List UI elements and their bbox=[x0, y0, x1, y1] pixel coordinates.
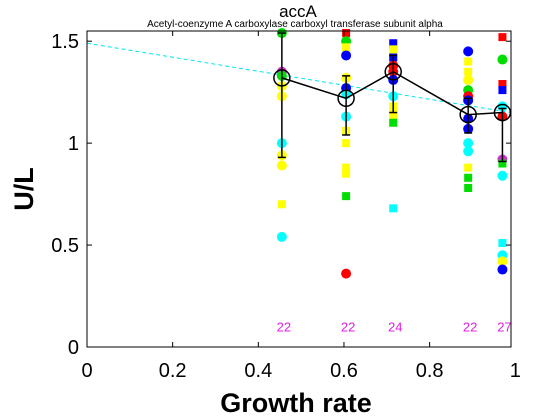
count-label-2: 24 bbox=[388, 320, 402, 335]
x-tick-label-5: 1 bbox=[510, 360, 521, 382]
count-label-0: 22 bbox=[277, 320, 291, 335]
data-point-13 bbox=[341, 50, 352, 61]
data-point-9 bbox=[276, 231, 287, 242]
x-tick-label-1: 0.2 bbox=[159, 360, 187, 382]
data-point-25 bbox=[389, 45, 398, 54]
mean-line bbox=[281, 70, 503, 116]
data-point-10 bbox=[342, 29, 351, 38]
y-tick-label-3: 1.5 bbox=[51, 31, 79, 53]
data-point-50 bbox=[498, 33, 507, 42]
y-tick-label-0: 0 bbox=[68, 337, 79, 359]
data-point-23 bbox=[341, 268, 352, 279]
data-point-8 bbox=[277, 200, 286, 209]
mean-marker-4 bbox=[493, 103, 512, 122]
data-point-39 bbox=[463, 74, 474, 85]
data-point-22 bbox=[342, 192, 351, 201]
data-point-61 bbox=[497, 256, 508, 267]
data-point-36 bbox=[463, 46, 474, 57]
data-point-52 bbox=[498, 80, 507, 89]
data-point-7 bbox=[276, 160, 287, 171]
data-point-49 bbox=[464, 183, 473, 192]
data-point-46 bbox=[463, 146, 474, 157]
data-point-20 bbox=[342, 163, 351, 172]
data-point-24 bbox=[389, 39, 398, 48]
data-point-51 bbox=[497, 54, 508, 65]
data-point-19 bbox=[342, 139, 351, 148]
mean-marker-0 bbox=[273, 69, 291, 87]
chart-subtitle: Acetyl-coenzyme A carboxylase carboxyl t… bbox=[147, 19, 443, 30]
data-point-34 bbox=[389, 118, 398, 127]
x-axis: 0 0.2 0.4 0.6 0.8 1 bbox=[81, 31, 521, 382]
data-point-35 bbox=[389, 204, 398, 213]
plot-area: 22 22 24 22 27 bbox=[86, 28, 512, 335]
mean-marker-1 bbox=[337, 89, 355, 108]
data-point-53 bbox=[498, 86, 507, 95]
count-label-4: 27 bbox=[497, 320, 511, 335]
data-point-62 bbox=[497, 264, 508, 275]
data-point-58 bbox=[497, 170, 508, 181]
mean-marker-2 bbox=[384, 63, 402, 81]
y-tick-label-2: 1 bbox=[68, 133, 79, 155]
data-point-38 bbox=[464, 67, 473, 76]
data-point-21 bbox=[342, 169, 351, 178]
y-tick-label-1: 0.5 bbox=[51, 235, 79, 257]
x-tick-label-3: 0.6 bbox=[330, 360, 358, 382]
data-point-57 bbox=[498, 159, 507, 168]
data-point-45 bbox=[463, 138, 474, 149]
data-point-12 bbox=[342, 43, 351, 52]
count-label-1: 22 bbox=[341, 320, 355, 335]
data-point-59 bbox=[498, 239, 507, 248]
mean-marker-3 bbox=[459, 105, 477, 124]
x-tick-label-2: 0.4 bbox=[244, 360, 272, 382]
data-point-48 bbox=[464, 173, 473, 182]
chart-title: accA bbox=[279, 2, 317, 21]
data-point-33 bbox=[389, 112, 398, 121]
data-point-37 bbox=[464, 57, 473, 66]
count-label-3: 22 bbox=[463, 320, 477, 335]
x-tick-label-4: 0.8 bbox=[416, 360, 444, 382]
y-axis-label: U/L bbox=[9, 167, 39, 211]
trend-line bbox=[86, 42, 512, 114]
data-point-47 bbox=[464, 163, 473, 172]
x-tick-label-0: 0 bbox=[81, 360, 92, 382]
y-axis: 0 0.5 1 1.5 bbox=[51, 31, 511, 359]
plot-frame bbox=[86, 30, 512, 348]
x-axis-label: Growth rate bbox=[220, 388, 372, 418]
